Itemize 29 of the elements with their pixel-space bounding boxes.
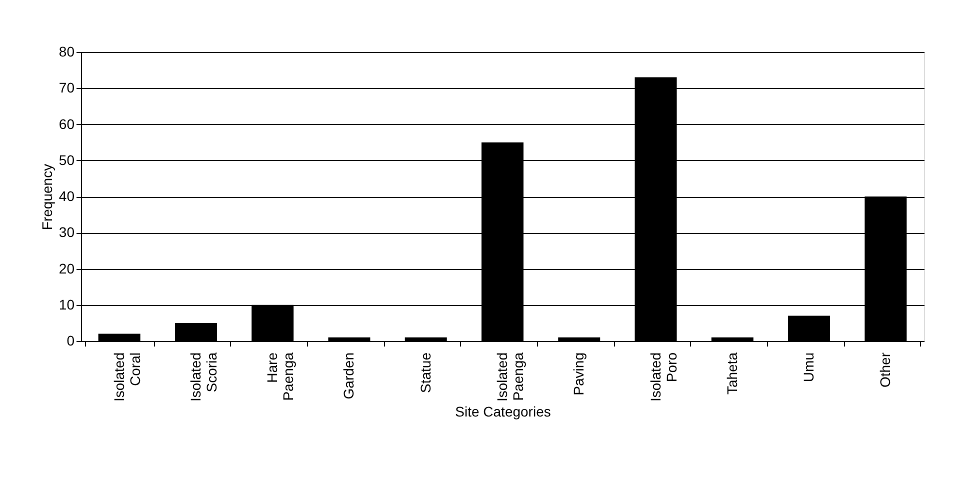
- y-tick-label: 70: [58, 80, 75, 96]
- x-tick-label: Statue: [417, 352, 434, 393]
- y-tick-label: 40: [58, 188, 75, 204]
- bar: [174, 322, 217, 341]
- x-tick-label: Isolated Poro: [647, 352, 680, 402]
- bar: [558, 337, 600, 341]
- x-axis-title: Site Categories: [455, 404, 551, 420]
- x-tick-label: Other: [877, 352, 894, 388]
- bar: [328, 337, 370, 341]
- x-tick-label: Hare Paenga: [264, 352, 296, 401]
- x-tick-label: Garden: [340, 352, 357, 400]
- y-tick-label: 60: [58, 116, 75, 132]
- y-axis-title: Frequency: [38, 164, 55, 230]
- x-tick-label: Taheta: [724, 352, 740, 395]
- y-tick-label: 0: [66, 332, 75, 348]
- x-tick-label: Paving: [570, 352, 587, 396]
- bar: [98, 334, 140, 341]
- bar: [711, 337, 754, 341]
- y-tick-label: 20: [58, 260, 75, 276]
- x-tick-label: Isolated Coral: [110, 352, 143, 402]
- x-tick-label: Isolated Scoria: [187, 352, 220, 402]
- bar: [404, 337, 447, 341]
- y-tick-label: 30: [58, 224, 75, 240]
- x-tick-label: Umu: [800, 352, 817, 382]
- x-tick-label: Isolated Paenga: [494, 352, 526, 402]
- y-tick-label: 10: [58, 296, 75, 312]
- y-tick-label: 80: [58, 44, 75, 60]
- bar: [788, 316, 830, 341]
- y-tick-label: 50: [58, 152, 75, 168]
